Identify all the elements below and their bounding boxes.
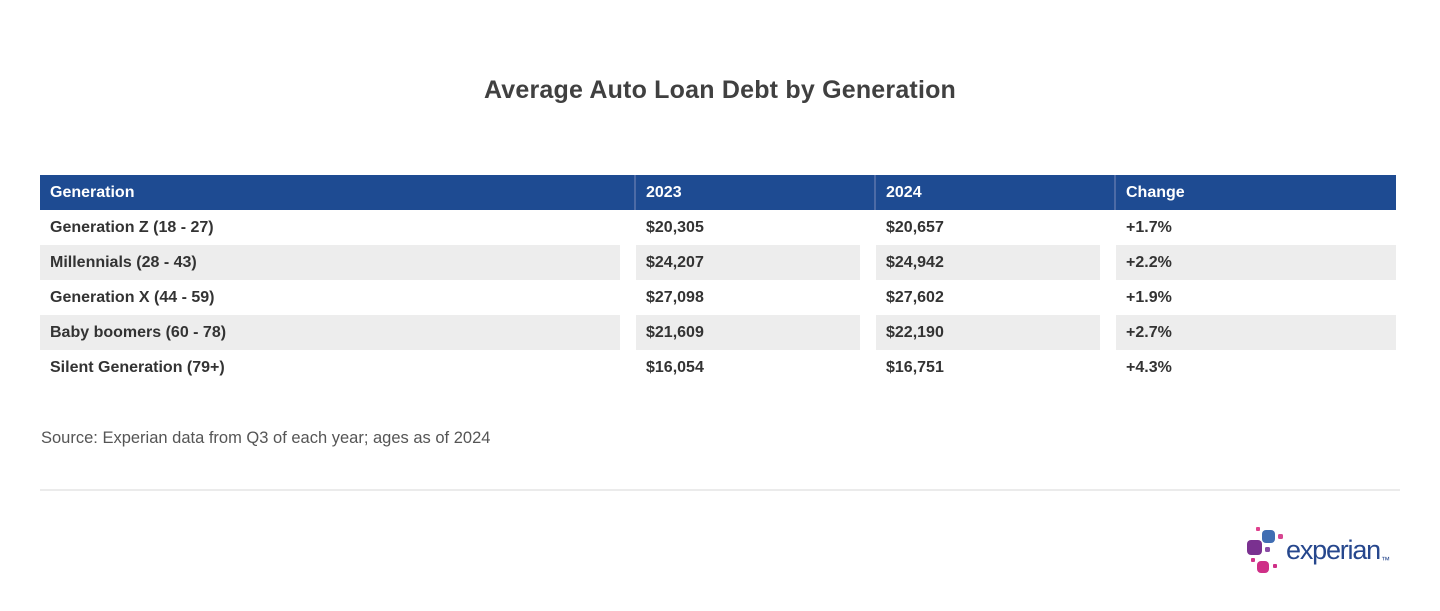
divider	[40, 489, 1400, 491]
cell-y2023: $24,207	[636, 245, 876, 280]
logo-blue-square-icon	[1262, 530, 1276, 543]
cell-generation: Millennials (28 - 43)	[40, 245, 636, 280]
cell-y2023: $16,054	[636, 350, 876, 385]
experian-logo: experian ™	[1246, 526, 1390, 574]
cell-change: +4.3%	[1116, 350, 1396, 385]
table-row: Generation Z (18 - 27) $20,305 $20,657 +1.7…	[40, 210, 1396, 245]
cell-generation: Baby boomers (60 - 78)	[40, 315, 636, 350]
column-header-2023: 2023	[636, 175, 876, 210]
column-header-generation: Generation	[40, 175, 636, 210]
cell-generation: Silent Generation (79+)	[40, 350, 636, 385]
column-header-2024: 2024	[876, 175, 1116, 210]
logo-pink-dot-icon	[1278, 534, 1284, 539]
cell-y2024: $27,602	[876, 280, 1116, 315]
table-row: Baby boomers (60 - 78) $21,609 $22,190 +2.7…	[40, 315, 1396, 350]
logo-purple-square-icon	[1247, 540, 1263, 555]
logo-pink-dot-icon	[1251, 558, 1256, 562]
cell-change: +2.7%	[1116, 315, 1396, 350]
cell-y2023: $20,305	[636, 210, 876, 245]
trademark-symbol: ™	[1381, 555, 1390, 565]
cell-y2024: $16,751	[876, 350, 1116, 385]
table-header-row: Generation 2023 2024 Change	[40, 175, 1396, 210]
cell-change: +1.7%	[1116, 210, 1396, 245]
logo-magenta-dot-icon	[1273, 564, 1278, 568]
cell-y2024: $22,190	[876, 315, 1116, 350]
source-note: Source: Experian data from Q3 of each ye…	[41, 429, 491, 447]
table-row: Millennials (28 - 43) $24,207 $24,942 +2.2%	[40, 245, 1396, 280]
cell-y2023: $21,609	[636, 315, 876, 350]
cell-generation: Generation Z (18 - 27)	[40, 210, 636, 245]
auto-loan-debt-table: Generation 2023 2024 Change Generation Z…	[40, 175, 1396, 385]
table-row: Generation X (44 - 59) $27,098 $27,602 +1.9…	[40, 280, 1396, 315]
cell-change: +1.9%	[1116, 280, 1396, 315]
logo-purple-dot-icon	[1265, 547, 1271, 552]
cell-y2024: $24,942	[876, 245, 1116, 280]
experian-logo-mark-icon	[1246, 526, 1284, 574]
page-title: Average Auto Loan Debt by Generation	[483, 76, 957, 104]
table-row: Silent Generation (79+) $16,054 $16,751 +4.…	[40, 350, 1396, 385]
cell-y2023: $27,098	[636, 280, 876, 315]
cell-change: +2.2%	[1116, 245, 1396, 280]
logo-magenta-square-icon	[1257, 561, 1270, 573]
logo-pink-dot-icon	[1256, 527, 1261, 531]
experian-wordmark: experian	[1286, 535, 1381, 565]
cell-y2024: $20,657	[876, 210, 1116, 245]
column-header-change: Change	[1116, 175, 1396, 210]
cell-generation: Generation X (44 - 59)	[40, 280, 636, 315]
